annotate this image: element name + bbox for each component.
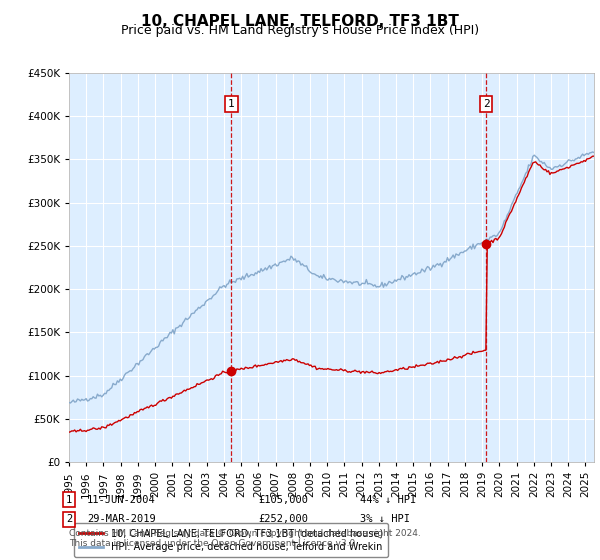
Text: 11-JUN-2004: 11-JUN-2004 (87, 494, 156, 505)
Text: Contains HM Land Registry data © Crown copyright and database right 2024.: Contains HM Land Registry data © Crown c… (69, 529, 421, 538)
Legend: 10, CHAPEL LANE, TELFORD, TF3 1BT (detached house), HPI: Average price, detached: 10, CHAPEL LANE, TELFORD, TF3 1BT (detac… (74, 523, 388, 557)
Text: £105,000: £105,000 (258, 494, 308, 505)
Text: 2: 2 (483, 99, 490, 109)
Text: 1: 1 (228, 99, 235, 109)
Text: 1: 1 (66, 494, 72, 505)
Text: 2: 2 (66, 514, 72, 524)
Text: 10, CHAPEL LANE, TELFORD, TF3 1BT: 10, CHAPEL LANE, TELFORD, TF3 1BT (141, 14, 459, 29)
Text: 29-MAR-2019: 29-MAR-2019 (87, 514, 156, 524)
Text: 3% ↓ HPI: 3% ↓ HPI (360, 514, 410, 524)
Text: Price paid vs. HM Land Registry's House Price Index (HPI): Price paid vs. HM Land Registry's House … (121, 24, 479, 37)
Text: 44% ↓ HPI: 44% ↓ HPI (360, 494, 416, 505)
Text: This data is licensed under the Open Government Licence v3.0.: This data is licensed under the Open Gov… (69, 539, 358, 548)
Text: £252,000: £252,000 (258, 514, 308, 524)
